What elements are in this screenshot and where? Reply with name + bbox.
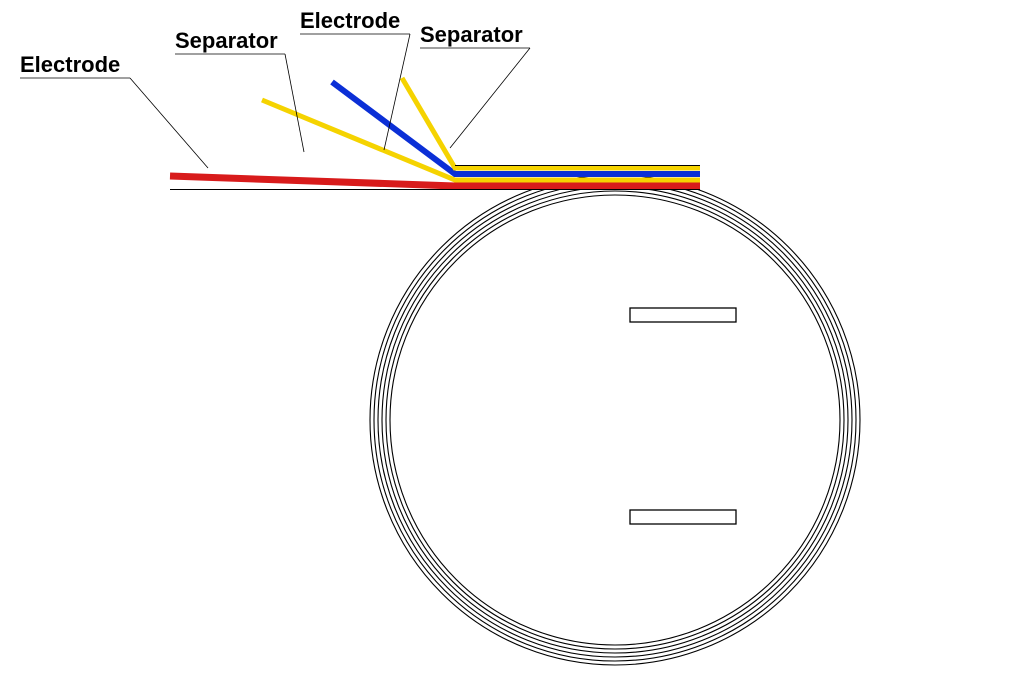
jellyroll-diagram	[0, 0, 1024, 683]
roll-ring	[370, 175, 860, 665]
roll-ring	[386, 191, 844, 649]
label-electrode-mid: Electrode	[300, 8, 400, 34]
roll-ring	[378, 183, 852, 657]
leader-line	[285, 54, 304, 152]
leader-line	[450, 48, 530, 148]
label-separator-left: Separator	[175, 28, 278, 54]
label-separator-right: Separator	[420, 22, 523, 48]
layer-electrode_top	[332, 82, 700, 174]
inner-tab	[630, 510, 736, 524]
roll-ring	[382, 187, 848, 653]
roll-ring	[374, 179, 856, 661]
inner-tab	[630, 308, 736, 322]
layer-outline	[332, 82, 700, 174]
layer-separator_outer	[402, 78, 700, 168]
leader-line	[130, 78, 208, 168]
roll-ring	[390, 195, 840, 645]
label-electrode-left: Electrode	[20, 52, 120, 78]
